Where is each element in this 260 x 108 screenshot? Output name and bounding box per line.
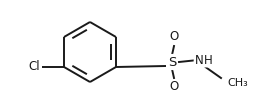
Text: S: S — [168, 56, 176, 68]
Text: Cl: Cl — [28, 60, 40, 74]
Text: O: O — [169, 30, 179, 44]
Text: N: N — [195, 55, 203, 68]
Text: O: O — [169, 80, 179, 94]
Text: CH₃: CH₃ — [227, 78, 248, 88]
Text: H: H — [204, 53, 212, 67]
